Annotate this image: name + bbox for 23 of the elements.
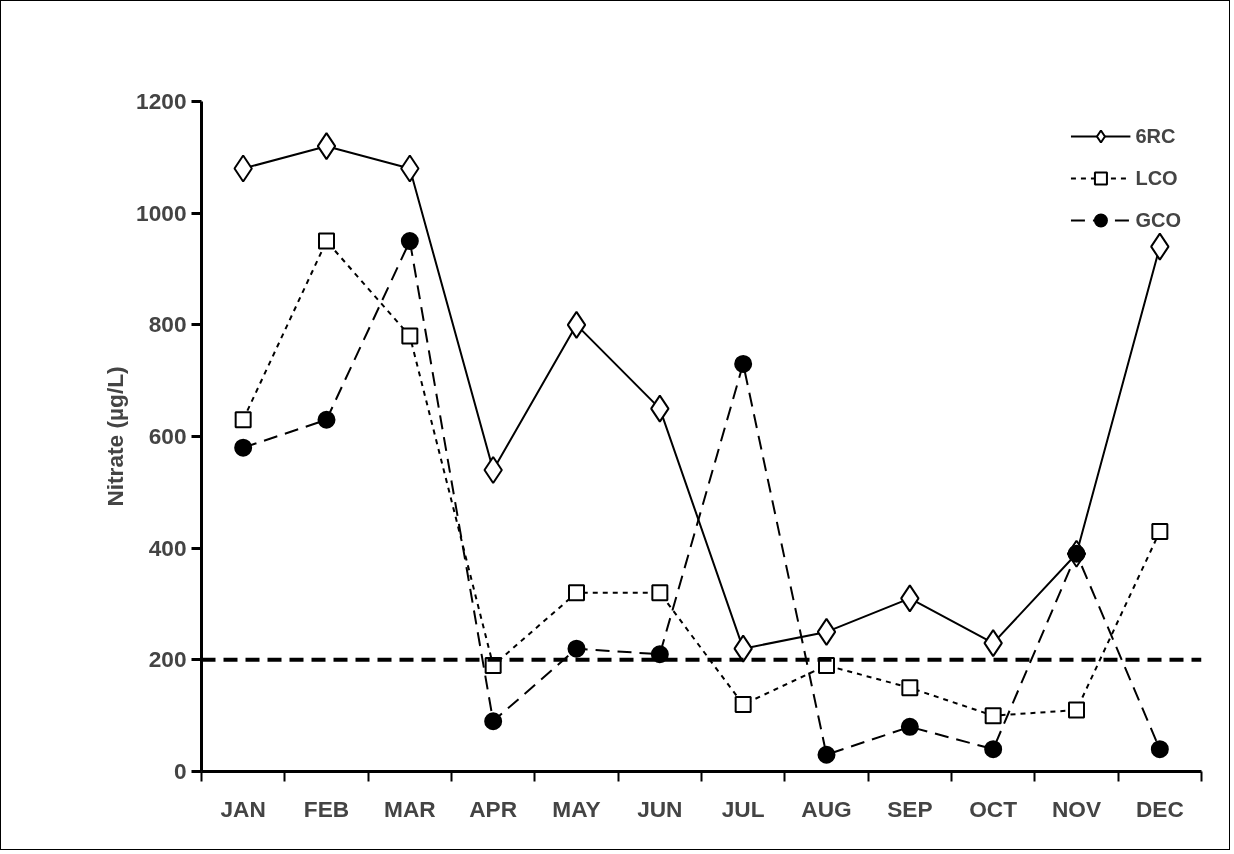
legend-label: 6RC xyxy=(1135,124,1176,148)
y-tick-label: 1200 xyxy=(136,88,187,114)
x-tick-label: OCT xyxy=(969,795,1018,822)
x-tick-label: FEB xyxy=(303,795,350,822)
y-tick-label: 400 xyxy=(148,534,187,561)
x-tick-label: NOV xyxy=(1051,795,1102,822)
legend-label: GCO xyxy=(1135,208,1181,232)
x-tick-label: MAY xyxy=(552,795,601,822)
x-tick-label: JUL xyxy=(721,795,765,822)
legend-label: LCO xyxy=(1135,166,1178,190)
y-tick-label: 200 xyxy=(148,646,187,673)
x-tick-label: JUN xyxy=(637,795,683,822)
y-tick-label: 600 xyxy=(148,423,187,449)
y-tick-label: 0 xyxy=(173,758,187,784)
x-tick-label: AUG xyxy=(801,795,852,822)
y-tick-label: 800 xyxy=(148,311,187,338)
x-tick-label: MAR xyxy=(384,795,436,822)
x-tick-label: SEP xyxy=(887,795,933,822)
x-tick-label: DEC xyxy=(1135,795,1184,822)
x-tick-label: APR xyxy=(469,795,518,822)
x-tick-label: JAN xyxy=(220,795,266,822)
y-tick-label: 1000 xyxy=(136,199,187,226)
y-axis-title: Nitrate (µg/L) xyxy=(102,366,129,507)
